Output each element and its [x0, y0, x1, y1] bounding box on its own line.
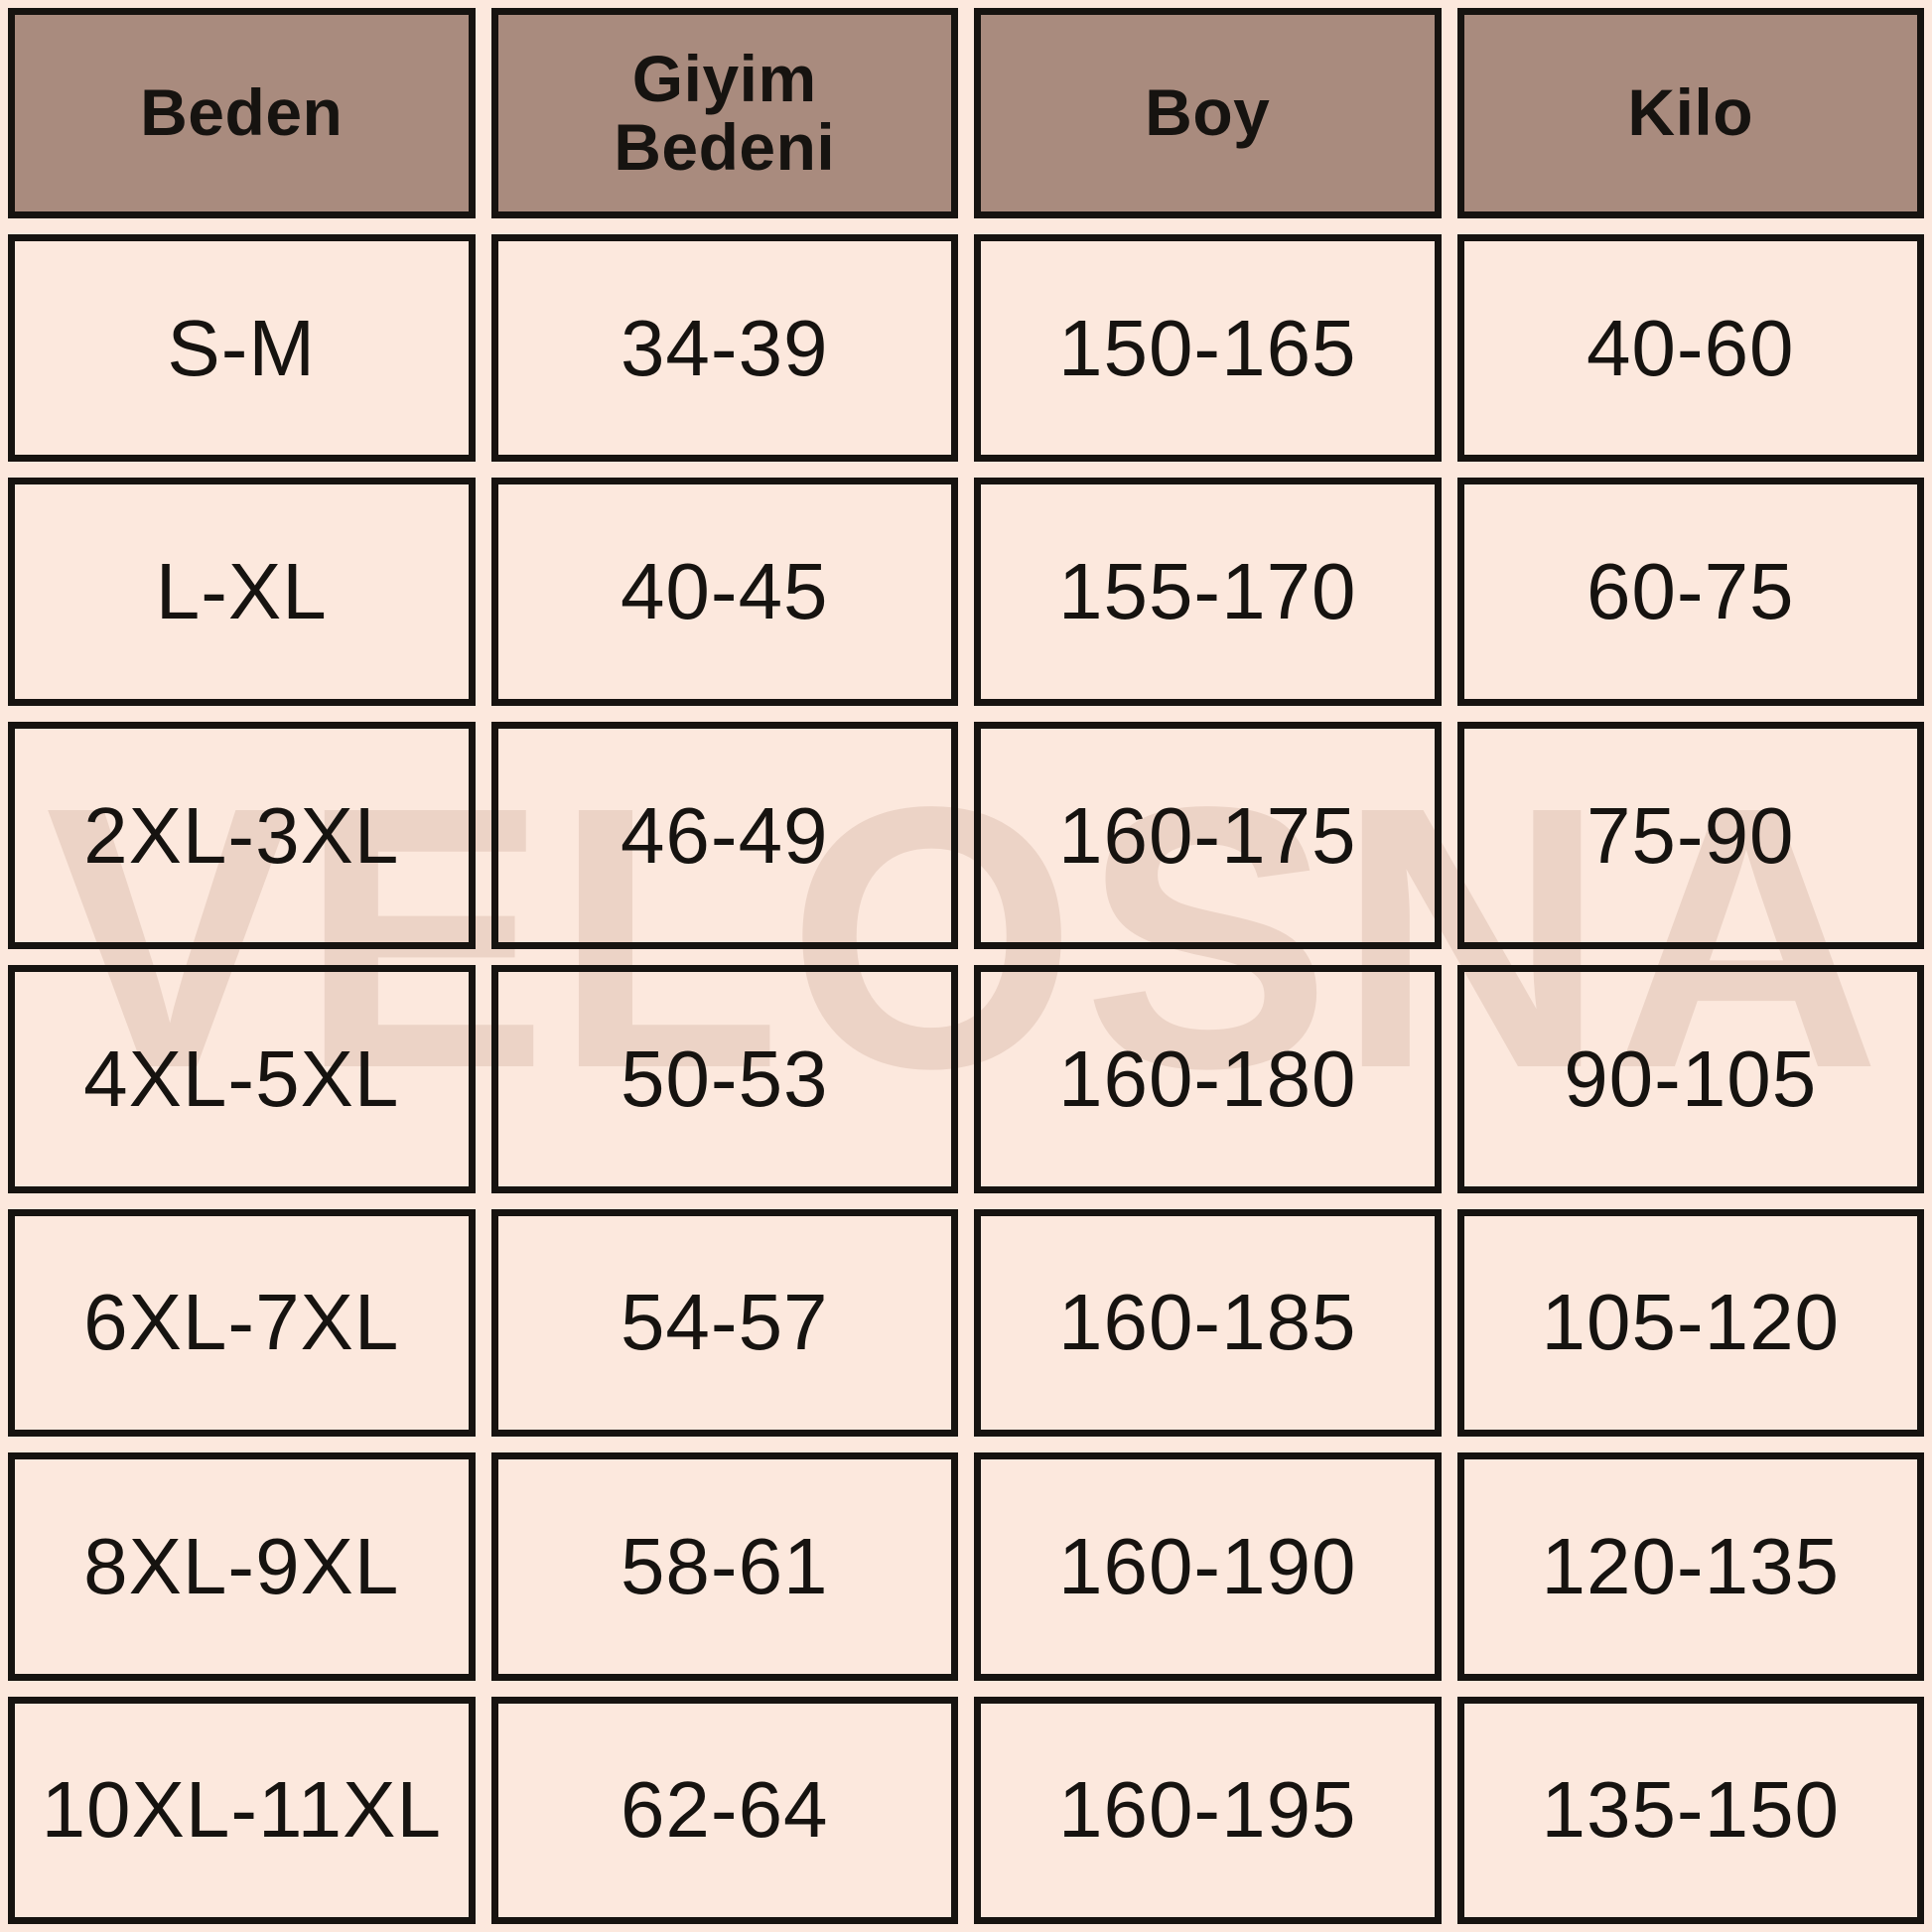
column-header-kilo: Kilo	[1456, 8, 1924, 218]
table-cell-boy: 160-180	[974, 965, 1442, 1193]
table-cell-giyim-bedeni: 62-64	[490, 1696, 958, 1924]
table-cell-boy: 160-185	[974, 1208, 1442, 1438]
table-cell-kilo: 60-75	[1456, 478, 1924, 706]
table-cell-kilo: 90-105	[1456, 965, 1924, 1193]
table-cell-kilo: 105-120	[1456, 1208, 1924, 1438]
table-cell-boy: 160-190	[974, 1452, 1442, 1681]
table-cell-kilo: 135-150	[1456, 1696, 1924, 1924]
table-cell-boy: 160-195	[974, 1696, 1442, 1924]
watermark-text: VELOSNA	[45, 731, 1887, 1146]
column-header-giyim-bedeni: Giyim Bedeni	[490, 8, 958, 218]
column-header-boy: Boy	[974, 8, 1442, 218]
table-cell-kilo: 40-60	[1456, 234, 1924, 463]
table-cell-giyim-bedeni: 58-61	[490, 1452, 958, 1681]
table-cell-beden: 2XL-3XL	[8, 721, 476, 950]
table-cell-boy: 155-170	[974, 478, 1442, 706]
table-cell-beden: 6XL-7XL	[8, 1208, 476, 1438]
table-cell-giyim-bedeni: 40-45	[490, 478, 958, 706]
table-cell-boy: 150-165	[974, 234, 1442, 463]
table-cell-beden: 8XL-9XL	[8, 1452, 476, 1681]
table-cell-beden: L-XL	[8, 478, 476, 706]
table-cell-giyim-bedeni: 50-53	[490, 965, 958, 1193]
table-cell-kilo: 75-90	[1456, 721, 1924, 950]
table-cell-giyim-bedeni: 54-57	[490, 1208, 958, 1438]
table-cell-beden: S-M	[8, 234, 476, 463]
table-cell-boy: 160-175	[974, 721, 1442, 950]
table-cell-kilo: 120-135	[1456, 1452, 1924, 1681]
table-cell-beden: 10XL-11XL	[8, 1696, 476, 1924]
table-cell-giyim-bedeni: 46-49	[490, 721, 958, 950]
column-header-beden: Beden	[8, 8, 476, 218]
table-cell-giyim-bedeni: 34-39	[490, 234, 958, 463]
table-cell-beden: 4XL-5XL	[8, 965, 476, 1193]
